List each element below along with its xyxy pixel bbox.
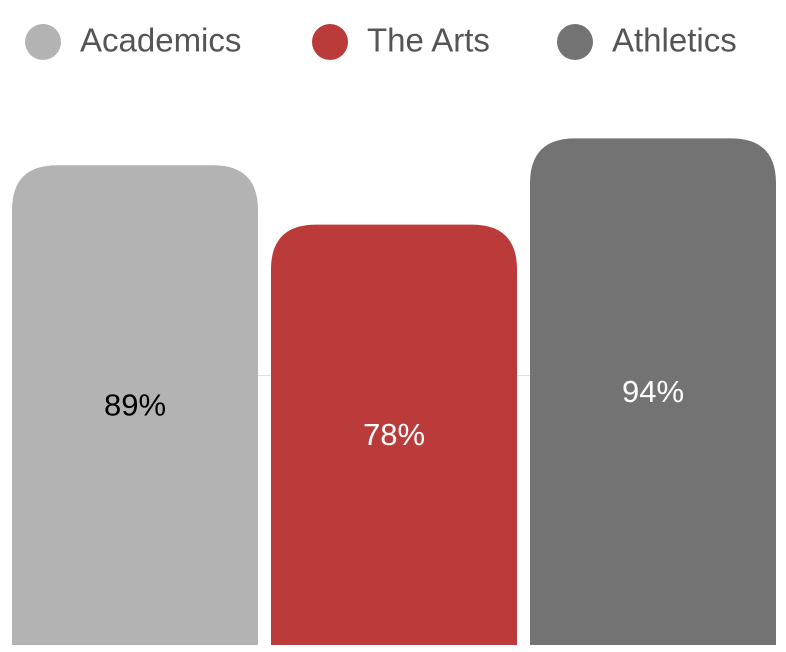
bar xyxy=(271,224,517,645)
legend-marker xyxy=(557,24,593,60)
value-label: 78% xyxy=(363,417,425,452)
legend-marker xyxy=(312,24,348,60)
legend-label: The Arts xyxy=(367,22,490,59)
value-label: 94% xyxy=(622,374,684,409)
value-label: 89% xyxy=(104,387,166,422)
legend-marker xyxy=(25,24,61,60)
legend-label: Academics xyxy=(80,22,241,59)
legend-label: Athletics xyxy=(612,22,737,59)
bar xyxy=(12,165,258,646)
bar xyxy=(530,138,776,645)
